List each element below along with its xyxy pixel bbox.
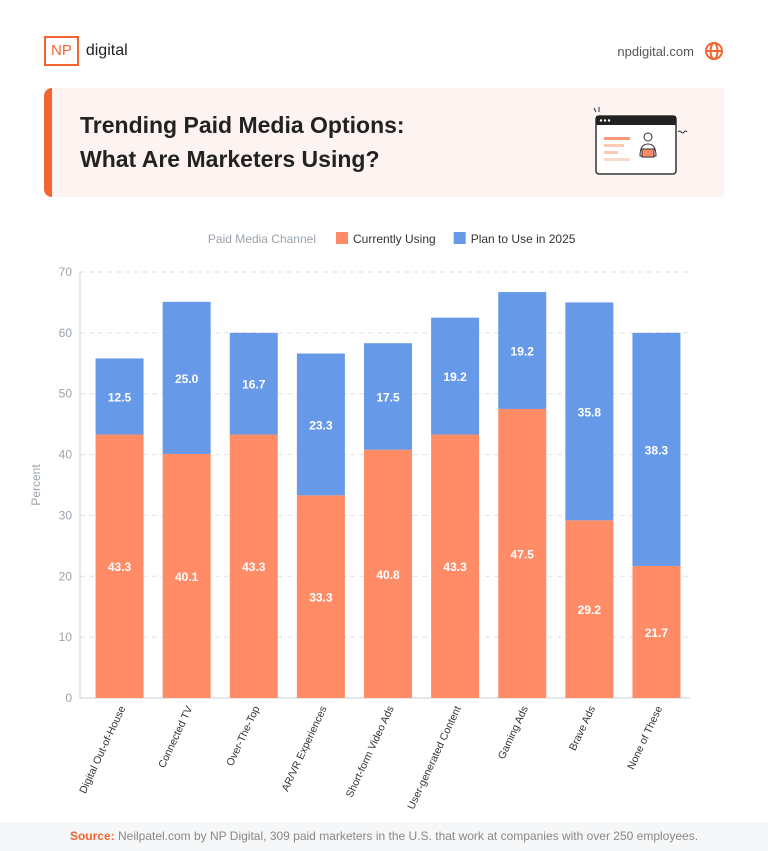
bar-segment (632, 332, 681, 566)
x-tick-label: Connected TV (156, 704, 195, 770)
data-label: 19.2 (511, 345, 535, 359)
data-label: 29.2 (578, 603, 602, 617)
bar-segment (95, 358, 144, 435)
y-tick-label: 70 (59, 265, 73, 279)
data-label: 43.3 (242, 560, 266, 574)
bar-segment (431, 434, 480, 698)
y-tick-label: 40 (59, 448, 73, 462)
data-label: 23.3 (309, 418, 333, 432)
title-line-1: Trending Paid Media Options: (80, 112, 405, 138)
data-label: 40.8 (376, 568, 400, 582)
bar-segment (498, 408, 547, 698)
bar-segment (431, 317, 480, 435)
y-tick-label: 10 (59, 630, 73, 644)
data-label: 38.3 (645, 443, 669, 457)
y-tick-label: 20 (59, 569, 73, 583)
laptop-user-icon (593, 107, 688, 175)
data-label: 43.3 (443, 560, 467, 574)
bar-segment (162, 453, 211, 698)
source-label: Source: (69, 829, 115, 843)
stacked-bar-chart: Paid Media Channel Currently Using Plan to… (29, 232, 690, 811)
bar-segment (162, 301, 211, 454)
legend-title: Paid Media Channel (208, 232, 316, 246)
y-tick-label: 50 (59, 387, 73, 401)
bar-segment (364, 343, 412, 450)
bar-segment (498, 292, 547, 409)
data-label: 25.0 (175, 372, 199, 386)
y-tick-label: 30 (59, 508, 73, 522)
data-label: 43.3 (108, 560, 132, 574)
data-label: 40.1 (175, 570, 199, 584)
legend-label: Plan to Use in 2025 (471, 232, 576, 246)
data-label: 16.7 (242, 378, 266, 392)
bar-segment (229, 332, 278, 435)
data-label: 21.7 (645, 626, 669, 640)
np-digital-logo: NP digital (44, 36, 128, 66)
legend-label: Currently Using (353, 232, 436, 246)
legend-swatch (336, 232, 348, 244)
data-label: 12.5 (108, 390, 132, 404)
data-label: 17.5 (376, 390, 400, 404)
x-tick-label: Brave Ads (567, 704, 598, 752)
data-label: 19.2 (443, 370, 467, 384)
title-line-2: What Are Marketers Using? (80, 146, 380, 172)
bar-segment (229, 434, 278, 698)
bar-segment (565, 302, 614, 521)
data-label: 35.8 (578, 405, 602, 419)
bar-segment (565, 520, 614, 698)
x-tick-label: Digital Out-of-House (77, 704, 128, 795)
legend-swatch (453, 232, 466, 244)
data-label: 47.5 (511, 547, 535, 561)
y-axis-label: Percent (29, 464, 43, 506)
accent-bar (44, 88, 52, 197)
bar-segment (296, 353, 345, 496)
y-tick-label: 0 (65, 691, 72, 705)
globe-icon (705, 42, 723, 60)
y-tick-label: 60 (59, 326, 73, 340)
x-tick-label: Short-form Video Ads (344, 704, 397, 799)
logo-mark: NP (44, 36, 79, 66)
site-url: npdigital.com (617, 44, 694, 59)
data-label: 33.3 (309, 591, 333, 605)
x-tick-label: Gaming Ads (496, 704, 531, 761)
bar-segment (95, 434, 144, 698)
x-tick-label: User-generated Content (405, 704, 464, 811)
x-tick-label: AR/VR Experiences (280, 704, 330, 793)
x-tick-label: Over-The-Top (224, 704, 262, 768)
logo-text: digital (85, 42, 128, 59)
source-text: Neilpatel.com by NP Digital, 309 paid ma… (114, 829, 699, 843)
bar-segment (296, 495, 345, 698)
page-title: Trending Paid Media Options: What Are Ma… (80, 108, 405, 176)
bar-segment (632, 565, 681, 698)
bar-segment (364, 449, 412, 698)
source-footer: Source: Neilpatel.com by NP Digital, 309… (0, 822, 768, 851)
title-banner: Trending Paid Media Options: What Are Ma… (44, 88, 724, 197)
x-tick-label: None of These (625, 704, 665, 771)
